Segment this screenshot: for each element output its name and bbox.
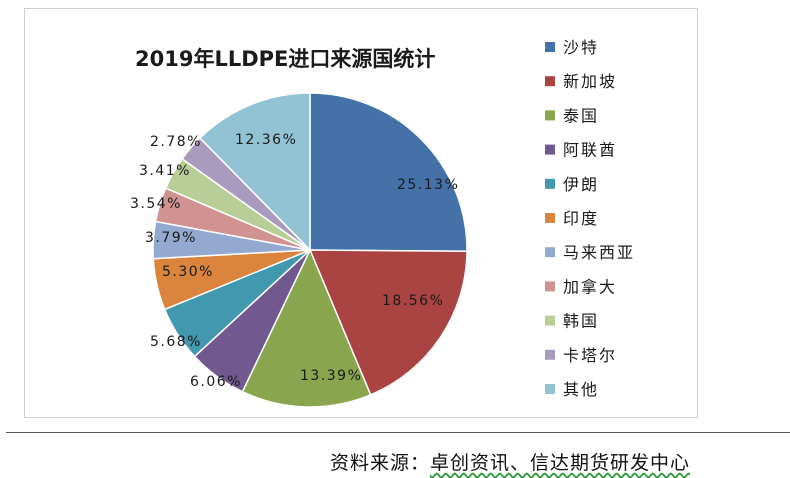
data-label-7: 3.79% <box>145 230 197 246</box>
pie-slice-3 <box>241 248 372 408</box>
legend-label-10: 卡塔尔 <box>563 346 617 365</box>
data-label-3: 13.39% <box>300 368 362 384</box>
source-divider <box>6 432 790 433</box>
data-label-2: 18.56% <box>382 293 444 309</box>
source-prefix: 资料来源： <box>330 452 431 474</box>
legend-swatch-2 <box>545 76 555 87</box>
legend-swatch-8 <box>545 281 555 292</box>
legend-label-3: 泰国 <box>563 106 599 125</box>
chart-title: 2019年LLDPE进口来源国统计 <box>135 47 435 71</box>
legend-swatch-9 <box>545 315 555 326</box>
source-note: 资料来源：卓创资讯、信达期货研发中心 <box>330 448 690 475</box>
legend-label-2: 新加坡 <box>563 72 617 91</box>
legend-swatch-10 <box>545 349 555 360</box>
legend-label-5: 伊朗 <box>563 175 599 194</box>
data-label-9: 3.41% <box>139 163 191 179</box>
legend-swatch-5 <box>545 178 555 189</box>
legend-swatch-11 <box>545 384 555 394</box>
data-labels: 25.13% 18.56% 13.39% 6.06% 5.68% 5.30% 3.79% 3.… <box>130 132 459 390</box>
data-label-10: 2.78% <box>150 134 202 150</box>
data-label-11: 12.36% <box>235 132 297 148</box>
data-label-4: 6.06% <box>190 374 242 390</box>
source-body: 卓创资讯、信达期货研发中心 <box>430 452 691 474</box>
pie-chart: 2019年LLDPE进口来源国统计 25.13% 18.56% 13.39% 6.06… <box>130 38 635 408</box>
legend-swatch-7 <box>545 247 555 258</box>
data-label-8: 3.54% <box>130 196 182 212</box>
data-label-5: 5.68% <box>150 334 202 350</box>
legend-swatch-6 <box>545 213 555 223</box>
chart-frame: 2019年LLDPE进口来源国统计 25.13% 18.56% 13.39% 6.06… <box>24 8 698 418</box>
pie-slice-1 <box>309 92 468 253</box>
data-label-6: 5.30% <box>162 264 214 280</box>
pie-slice-2 <box>308 249 468 396</box>
legend-label-4: 阿联酋 <box>563 141 617 160</box>
legend-swatch-3 <box>545 110 555 121</box>
legend-label-9: 韩国 <box>563 312 599 331</box>
legend-label-6: 印度 <box>563 209 599 228</box>
data-label-1: 25.13% <box>397 177 459 193</box>
legend-label-11: 其他 <box>563 380 599 399</box>
legend-swatch-1 <box>545 42 555 52</box>
pie-slice-11 <box>198 92 311 252</box>
pie-slices <box>152 92 468 408</box>
legend-label-7: 马来西亚 <box>563 243 635 262</box>
legend-swatch-4 <box>545 144 555 155</box>
legend-label-8: 加拿大 <box>563 277 617 296</box>
legend-label-1: 沙特 <box>563 38 599 57</box>
